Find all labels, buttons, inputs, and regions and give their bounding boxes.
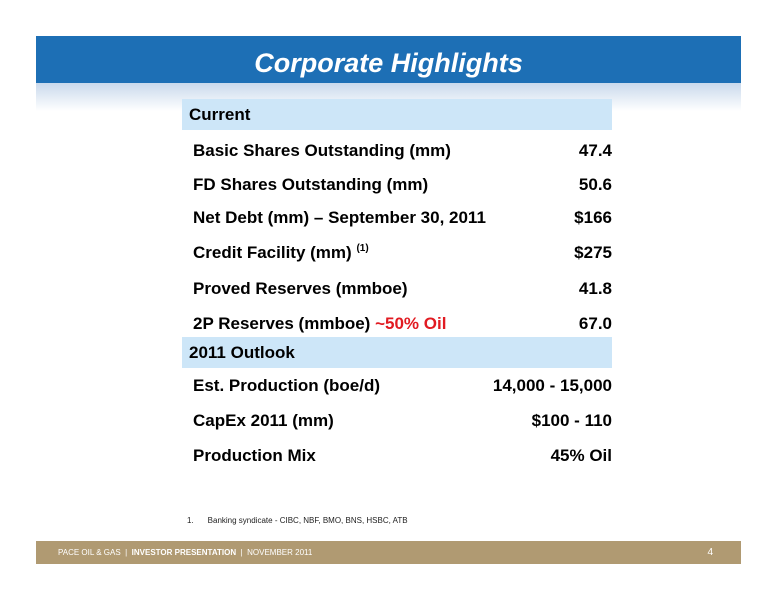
footnote-text: Banking syndicate - CIBC, NBF, BMO, BNS,…: [207, 516, 408, 525]
footer-bar: PACE OIL & GAS | INVESTOR PRESENTATION |…: [36, 541, 741, 564]
row-net-debt: Net Debt (mm) – September 30, 2011 $166: [193, 208, 612, 228]
row-value: $166: [574, 208, 612, 227]
row-production-mix: Production Mix 45% Oil: [193, 446, 612, 466]
section-header-label: 2011 Outlook: [189, 342, 295, 362]
footer-text: PACE OIL & GAS | INVESTOR PRESENTATION |…: [36, 548, 312, 557]
footer-separator: |: [125, 548, 128, 557]
row-label: Basic Shares Outstanding (mm): [193, 141, 451, 160]
row-label: Est. Production (boe/d): [193, 376, 380, 395]
row-value: $100 - 110: [531, 411, 612, 430]
footnote: 1. Banking syndicate - CIBC, NBF, BMO, BN…: [187, 516, 408, 525]
footer-separator: |: [240, 548, 243, 557]
row-label: Proved Reserves (mmboe): [193, 279, 408, 298]
oil-percentage-note: ~50% Oil: [375, 314, 447, 333]
row-label: Production Mix: [193, 446, 316, 465]
row-proved-reserves: Proved Reserves (mmboe) 41.8: [193, 279, 612, 299]
row-value: 14,000 - 15,000: [492, 376, 612, 395]
row-basic-shares: Basic Shares Outstanding (mm) 47.4: [193, 141, 612, 161]
row-label-group: 2P Reserves (mmboe) ~50% Oil: [193, 314, 446, 334]
row-value: $275: [574, 243, 612, 262]
section-header-outlook: 2011 Outlook: [182, 337, 612, 368]
row-credit-facility: Credit Facility (mm) (1) $275: [193, 243, 612, 263]
footnote-marker: (1): [356, 243, 369, 254]
row-value: 47.4: [578, 141, 612, 160]
title-bar: Corporate Highlights: [36, 36, 741, 83]
page-number: 4: [707, 547, 713, 558]
section-header-current: Current: [182, 99, 612, 130]
footer-company: PACE OIL & GAS: [58, 548, 121, 557]
row-fd-shares: FD Shares Outstanding (mm) 50.6: [193, 175, 612, 195]
row-label: Net Debt (mm) – September 30, 2011: [193, 208, 486, 227]
row-label-group: Credit Facility (mm) (1): [193, 243, 369, 263]
row-value: 45% Oil: [550, 446, 612, 465]
row-2p-reserves: 2P Reserves (mmboe) ~50% Oil 67.0: [193, 314, 612, 334]
row-label: 2P Reserves (mmboe): [193, 314, 371, 333]
row-label: Credit Facility (mm): [193, 243, 352, 262]
row-label: FD Shares Outstanding (mm): [193, 175, 429, 194]
row-label: CapEx 2011 (mm): [193, 411, 334, 430]
row-value: 67.0: [578, 314, 612, 333]
row-value: 50.6: [578, 175, 612, 194]
row-est-production: Est. Production (boe/d) 14,000 - 15,000: [193, 376, 612, 396]
footer-presentation: INVESTOR PRESENTATION: [131, 548, 237, 557]
page-title: Corporate Highlights: [254, 48, 523, 78]
row-value: 41.8: [578, 279, 612, 298]
footnote-number: 1.: [187, 516, 194, 525]
row-capex: CapEx 2011 (mm) $100 - 110: [193, 411, 612, 431]
section-header-label: Current: [189, 104, 251, 124]
footer-date: NOVEMBER 2011: [247, 548, 313, 557]
